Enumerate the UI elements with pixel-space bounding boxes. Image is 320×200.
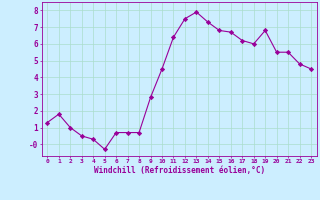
X-axis label: Windchill (Refroidissement éolien,°C): Windchill (Refroidissement éolien,°C) (94, 166, 265, 175)
